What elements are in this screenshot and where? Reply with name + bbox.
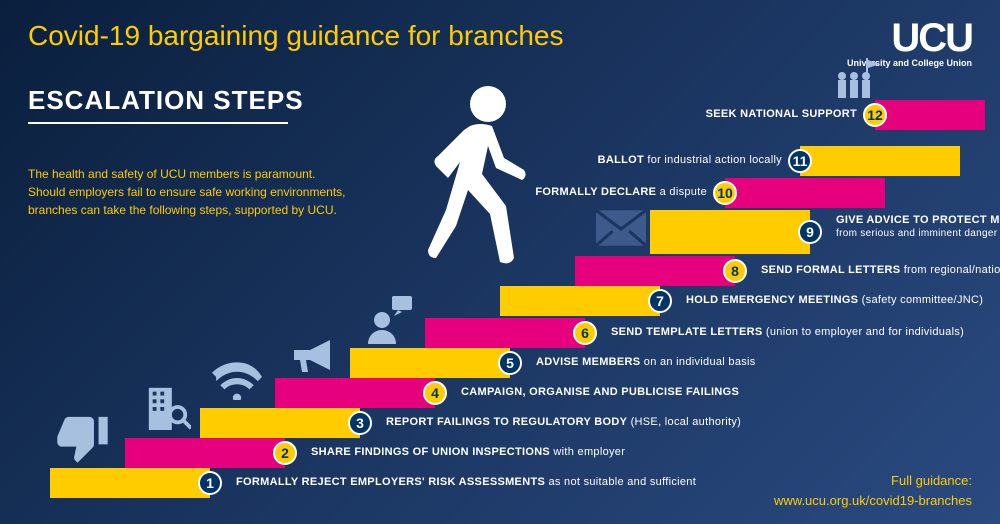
- step-label-7: HOLD EMERGENCY MEETINGS (safety committe…: [686, 294, 983, 306]
- step-badge-9: 9: [798, 220, 822, 244]
- wifi-icon: [212, 358, 262, 400]
- step-badge-2: 2: [273, 441, 297, 465]
- step-badge-5: 5: [498, 351, 522, 375]
- step-badge-6: 6: [573, 321, 597, 345]
- subtitle: ESCALATION STEPS: [28, 85, 304, 116]
- subtitle-divider: [28, 122, 288, 124]
- step-label-4: CAMPAIGN, ORGANISE AND PUBLICISE FAILING…: [461, 386, 739, 398]
- flag-people-icon: [832, 58, 882, 98]
- megaphone-icon: [290, 334, 338, 376]
- step-5: 5ADVISE MEMBERS on an individual basis: [350, 348, 510, 378]
- footer-guidance: Full guidance: www.ucu.org.uk/covid19-br…: [774, 471, 972, 510]
- walking-person-icon: [420, 86, 540, 266]
- thumb-down-icon: [55, 410, 110, 465]
- building-search-icon: [145, 382, 191, 432]
- step-label-9: GIVE ADVICE TO PROTECT MEMBERSfrom serio…: [836, 214, 1000, 240]
- step-8: 8SEND FORMAL LETTERS from regional/natio…: [575, 256, 735, 286]
- step-badge-12: 12: [863, 103, 887, 127]
- step-3: 3REPORT FAILINGS TO REGULATORY BODY (HSE…: [200, 408, 360, 438]
- step-7: 7HOLD EMERGENCY MEETINGS (safety committ…: [500, 286, 660, 316]
- step-label-12: SEEK NATIONAL SUPPORT: [706, 108, 857, 120]
- step-badge-1: 1: [198, 471, 222, 495]
- footer-url: www.ucu.org.uk/covid19-branches: [774, 493, 972, 508]
- step-label-11: BALLOT for industrial action locally: [598, 154, 782, 166]
- step-label-10: FORMALLY DECLARE a dispute: [535, 186, 707, 198]
- intro-line-2: Should employers fail to ensure safe wor…: [28, 185, 346, 199]
- step-2: 2SHARE FINDINGS OF UNION INSPECTIONS wit…: [125, 438, 285, 468]
- intro-text: The health and safety of UCU members is …: [28, 165, 346, 219]
- step-1: 1FORMALLY REJECT EMPLOYERS' RISK ASSESSM…: [50, 468, 210, 498]
- intro-line-3: branches can take the following steps, s…: [28, 203, 337, 217]
- step-badge-11: 11: [788, 149, 812, 173]
- envelope-icon: [596, 210, 646, 246]
- step-label-5: ADVISE MEMBERS on an individual basis: [536, 356, 756, 368]
- step-label-8: SEND FORMAL LETTERS from regional/nation…: [761, 264, 1000, 276]
- step-4: 4CAMPAIGN, ORGANISE AND PUBLICISE FAILIN…: [275, 378, 435, 408]
- person-speech-icon: [364, 292, 416, 344]
- step-badge-4: 4: [423, 381, 447, 405]
- step-6: 6SEND TEMPLATE LETTERS (union to employe…: [425, 318, 585, 348]
- step-badge-8: 8: [723, 259, 747, 283]
- step-label-3: REPORT FAILINGS TO REGULATORY BODY (HSE,…: [386, 416, 741, 428]
- step-badge-3: 3: [348, 411, 372, 435]
- step-badge-10: 10: [713, 181, 737, 205]
- step-9: 9GIVE ADVICE TO PROTECT MEMBERSfrom seri…: [650, 210, 810, 254]
- intro-line-1: The health and safety of UCU members is …: [28, 167, 315, 181]
- step-10: 10FORMALLY DECLARE a dispute: [725, 178, 885, 208]
- step-label-1: FORMALLY REJECT EMPLOYERS' RISK ASSESSME…: [236, 476, 696, 488]
- logo-text: UCU: [847, 18, 972, 58]
- footer-label: Full guidance:: [891, 473, 972, 488]
- step-12: 12SEEK NATIONAL SUPPORT: [875, 100, 985, 130]
- step-11: 11BALLOT for industrial action locally: [800, 146, 960, 176]
- step-label-6: SEND TEMPLATE LETTERS (union to employer…: [611, 326, 964, 338]
- main-title: Covid-19 bargaining guidance for branche…: [28, 20, 563, 52]
- step-label-2: SHARE FINDINGS OF UNION INSPECTIONS with…: [311, 446, 625, 458]
- step-badge-7: 7: [648, 289, 672, 313]
